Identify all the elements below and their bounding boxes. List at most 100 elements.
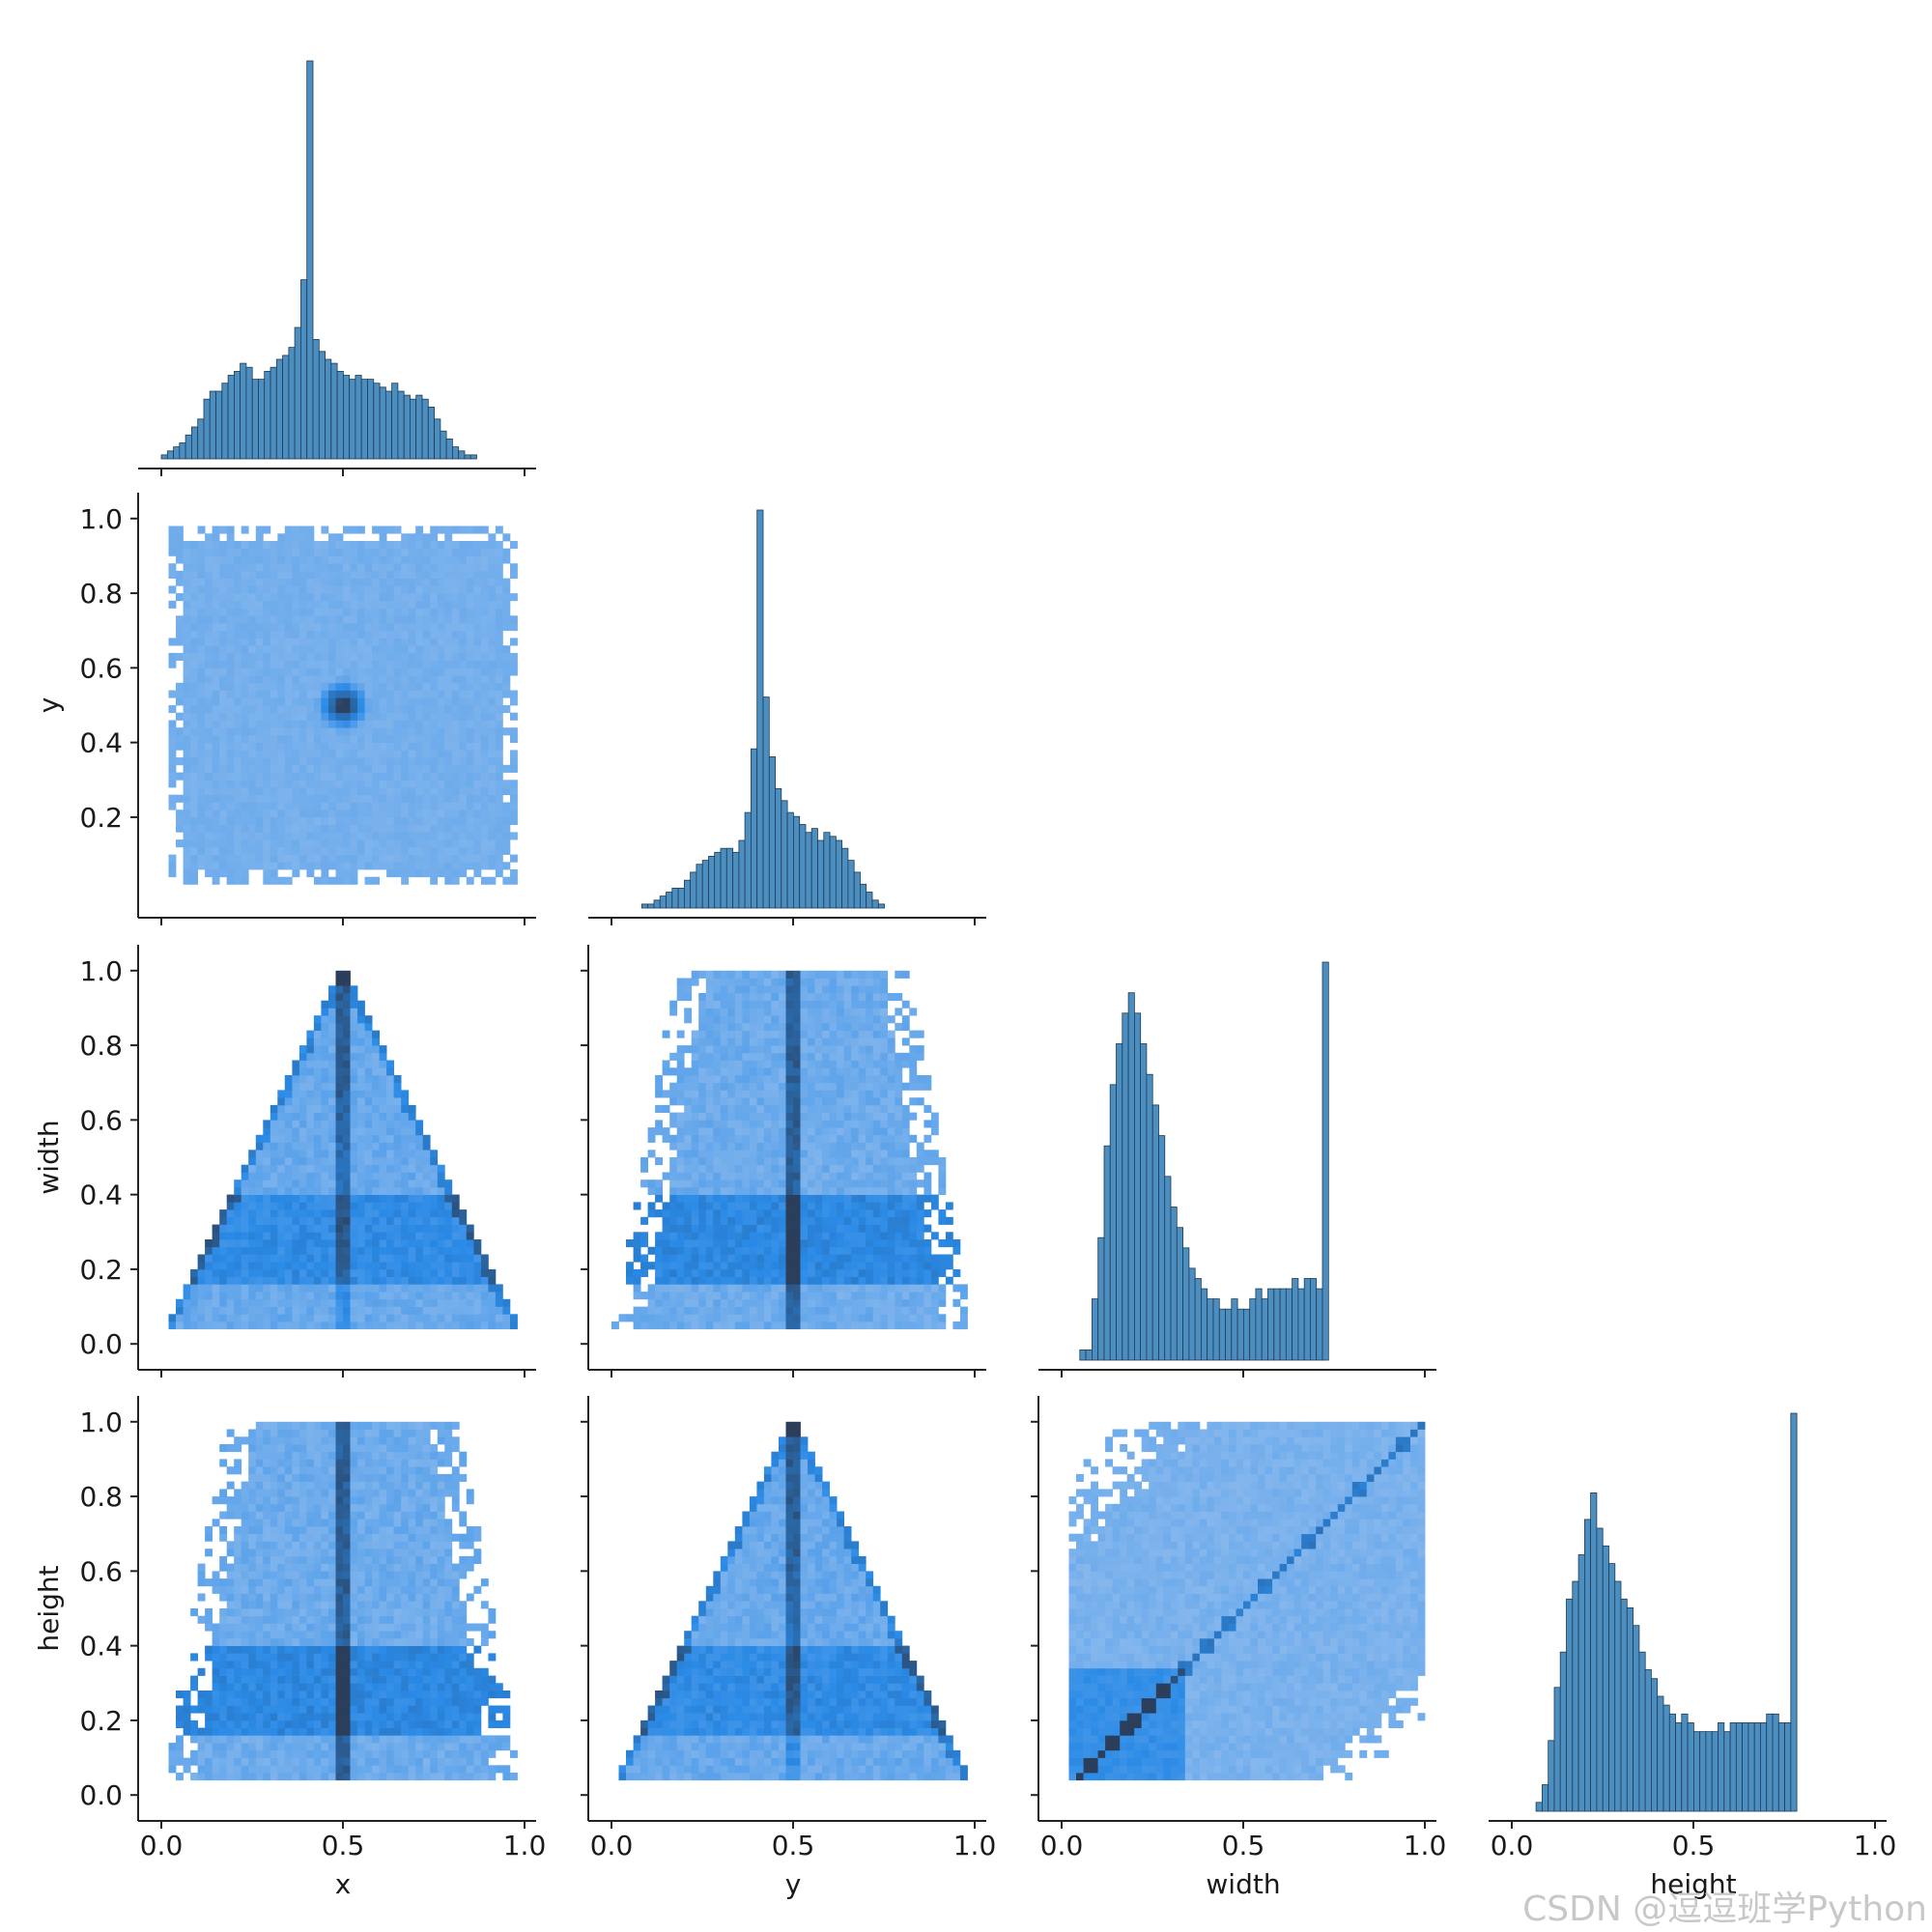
heat-cell	[713, 1037, 722, 1046]
heat-cell	[866, 970, 874, 979]
heat-cell	[263, 757, 271, 766]
heat-cell	[837, 1075, 844, 1084]
heat-cell	[422, 816, 431, 825]
heat-cell	[408, 533, 416, 542]
heat-cell	[851, 1321, 860, 1330]
heat-cell	[364, 1030, 373, 1038]
heat-cell	[176, 533, 184, 542]
heat-cell	[909, 1224, 918, 1233]
heat-cell	[372, 780, 380, 788]
heat-cell	[676, 1194, 685, 1203]
heat-cell	[241, 854, 249, 863]
heat-cell	[343, 1321, 351, 1330]
heat-cell	[437, 690, 445, 698]
heat-cell	[335, 690, 344, 698]
heat-cell	[313, 1134, 322, 1143]
heat-cell	[779, 1127, 786, 1136]
heat-cell	[197, 712, 206, 721]
heat-cell	[270, 600, 278, 609]
heat-cell	[350, 1045, 358, 1054]
heat-cell	[705, 1268, 714, 1277]
heat-cell	[676, 985, 685, 994]
heat-cell	[357, 854, 365, 863]
heat-cell	[808, 1022, 815, 1031]
heat-cell	[430, 1268, 439, 1277]
heat-cell	[241, 638, 249, 646]
heat-cell	[451, 570, 460, 579]
heat-cell	[386, 1090, 394, 1098]
heat-cell	[306, 548, 315, 556]
heat-cell	[887, 1164, 895, 1173]
heat-cell	[364, 802, 373, 810]
heat-cell	[814, 1015, 823, 1024]
heat-cell	[437, 846, 445, 855]
heat-cell	[437, 727, 445, 736]
heat-cell	[444, 1194, 453, 1203]
heat-cell	[350, 1262, 358, 1270]
heat-cell	[633, 1232, 641, 1240]
heat-cell	[197, 810, 206, 818]
heat-cell	[335, 1306, 344, 1315]
heat-cell	[430, 1186, 439, 1195]
heat-cell	[698, 1000, 707, 1009]
heat-cell	[909, 1134, 918, 1143]
heat-cell	[785, 1262, 794, 1270]
heat-cell	[313, 600, 322, 609]
heat-cell	[430, 623, 439, 632]
heat-cell	[430, 541, 439, 550]
heat-cell	[459, 854, 468, 863]
heat-cell	[793, 1000, 801, 1009]
heat-cell	[212, 541, 220, 550]
heat-cell	[698, 970, 707, 979]
heat-cell	[473, 1262, 482, 1270]
heat-cell	[676, 1120, 685, 1128]
heat-cell	[393, 1194, 402, 1203]
heat-cell	[669, 1194, 678, 1203]
heat-cell	[480, 780, 489, 788]
heat-cell	[226, 750, 235, 758]
heat-cell	[277, 563, 286, 572]
heat-cell	[829, 1254, 838, 1263]
heat-cell	[205, 638, 213, 646]
heat-cell	[408, 600, 416, 609]
heat-cell	[422, 548, 431, 556]
heat-cell	[183, 1292, 191, 1300]
heat-cell	[292, 533, 300, 542]
heat-cell	[255, 1202, 264, 1210]
heat-cell	[277, 1134, 286, 1143]
heat-cell	[749, 1224, 757, 1233]
heat-cell	[880, 1179, 889, 1188]
heat-cell	[205, 802, 213, 810]
heat-cell	[386, 623, 394, 632]
heat-cell	[313, 1037, 322, 1046]
heat-cell	[684, 1246, 693, 1255]
heat-cell	[401, 1224, 410, 1233]
heat-cell	[248, 1254, 257, 1263]
heat-cell	[691, 1164, 699, 1173]
joint-panel-y-width	[611, 970, 968, 1330]
heat-cell	[255, 1157, 264, 1166]
heat-cell	[357, 1268, 365, 1277]
heat-cell	[895, 1284, 903, 1293]
heat-cell	[756, 1120, 765, 1128]
heat-cell	[814, 1246, 823, 1255]
heat-cell	[313, 1284, 322, 1293]
heat-cell	[655, 1194, 663, 1203]
heat-cell	[814, 1120, 823, 1128]
heat-cell	[298, 846, 307, 855]
heat-cell	[292, 645, 300, 654]
heat-cell	[466, 690, 474, 698]
heat-cell	[734, 1292, 743, 1300]
heat-cell	[168, 780, 177, 788]
heat-cell	[379, 1216, 387, 1225]
heat-cell	[401, 1298, 410, 1307]
heat-cell	[895, 970, 903, 979]
heat-cell	[779, 1202, 786, 1210]
heat-cell	[393, 555, 402, 564]
heat-cell	[495, 839, 503, 848]
heat-cell	[364, 1112, 373, 1121]
heat-cell	[895, 1120, 903, 1128]
heat-cell	[357, 1037, 365, 1046]
heat-cell	[328, 563, 336, 572]
heat-cell	[393, 660, 402, 668]
